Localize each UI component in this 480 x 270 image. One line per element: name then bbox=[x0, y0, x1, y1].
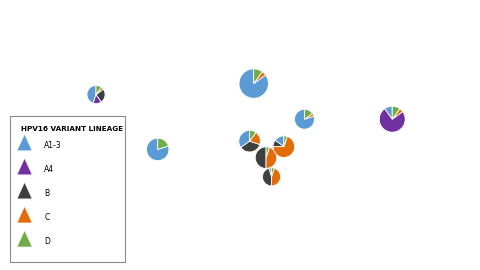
Wedge shape bbox=[266, 147, 269, 158]
Wedge shape bbox=[158, 138, 168, 149]
Wedge shape bbox=[266, 147, 277, 168]
Text: D: D bbox=[44, 237, 50, 246]
Text: C: C bbox=[44, 213, 49, 222]
Wedge shape bbox=[146, 138, 169, 161]
Wedge shape bbox=[241, 141, 260, 152]
Text: HPV16 VARIANT LINEAGE: HPV16 VARIANT LINEAGE bbox=[21, 126, 123, 132]
Wedge shape bbox=[272, 168, 281, 186]
Wedge shape bbox=[263, 168, 272, 186]
Text: A4: A4 bbox=[44, 165, 54, 174]
Wedge shape bbox=[269, 168, 272, 177]
Wedge shape bbox=[272, 168, 275, 177]
Wedge shape bbox=[392, 109, 403, 119]
Wedge shape bbox=[96, 89, 105, 102]
Wedge shape bbox=[273, 140, 284, 147]
Wedge shape bbox=[96, 87, 103, 94]
Wedge shape bbox=[239, 69, 268, 98]
Wedge shape bbox=[250, 130, 256, 141]
Wedge shape bbox=[96, 86, 101, 94]
Wedge shape bbox=[384, 106, 392, 119]
Wedge shape bbox=[255, 147, 266, 168]
Text: A1-3: A1-3 bbox=[44, 141, 62, 150]
Wedge shape bbox=[254, 72, 265, 84]
Wedge shape bbox=[284, 136, 287, 147]
Wedge shape bbox=[104, 117, 115, 133]
FancyBboxPatch shape bbox=[10, 116, 125, 262]
Wedge shape bbox=[239, 130, 250, 147]
Wedge shape bbox=[87, 86, 96, 103]
Wedge shape bbox=[275, 136, 284, 147]
Wedge shape bbox=[273, 136, 295, 157]
Wedge shape bbox=[250, 132, 260, 144]
Wedge shape bbox=[112, 117, 120, 130]
Wedge shape bbox=[392, 106, 400, 119]
Wedge shape bbox=[93, 94, 101, 104]
Wedge shape bbox=[254, 69, 263, 84]
Text: B: B bbox=[44, 189, 49, 198]
Wedge shape bbox=[304, 109, 312, 119]
Wedge shape bbox=[304, 113, 314, 119]
Wedge shape bbox=[379, 109, 405, 132]
Wedge shape bbox=[295, 109, 314, 129]
Wedge shape bbox=[112, 125, 119, 133]
